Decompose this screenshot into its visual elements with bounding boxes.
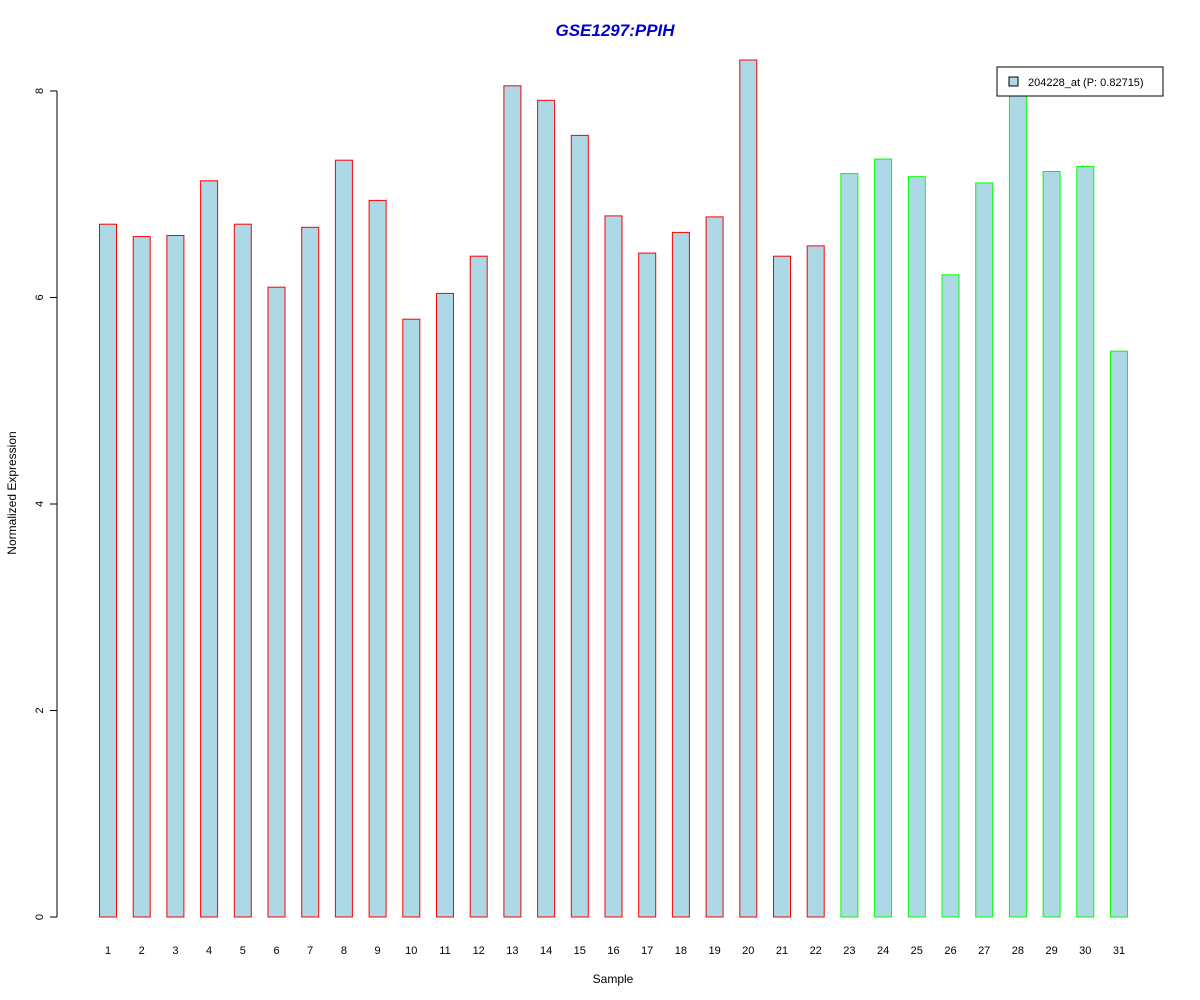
bar-sample-23 xyxy=(840,173,859,918)
bar-sample-1 xyxy=(99,223,117,918)
x-tick-label: 22 xyxy=(810,945,822,957)
x-axis-label: Sample xyxy=(593,972,634,986)
x-tick-label: 26 xyxy=(944,945,956,957)
x-tick-label: 8 xyxy=(341,945,347,957)
x-tick-label: 19 xyxy=(708,945,720,957)
x-tick-label: 13 xyxy=(506,945,518,957)
x-tick-label: 9 xyxy=(375,945,381,957)
bar-sample-15 xyxy=(570,134,589,918)
legend-swatch xyxy=(1008,76,1019,87)
bar-sample-6 xyxy=(267,286,286,918)
x-tick-label: 14 xyxy=(540,945,552,957)
x-tick-label: 16 xyxy=(607,945,619,957)
legend: 204228_at (P: 0.82715) xyxy=(996,66,1164,97)
chart-title: GSE1297:PPIH xyxy=(555,21,675,40)
x-tick-label: 21 xyxy=(776,945,788,957)
bar-sample-18 xyxy=(671,231,690,918)
bar-sample-4 xyxy=(200,180,219,918)
x-tick-label: 10 xyxy=(405,945,417,957)
bar-sample-16 xyxy=(604,215,623,918)
y-tick-label: 4 xyxy=(34,501,46,507)
x-tick-label: 3 xyxy=(172,945,178,957)
y-axis: 0 2 4 6 8 xyxy=(34,88,58,920)
legend-box xyxy=(996,66,1164,97)
x-tick-label: 25 xyxy=(911,945,923,957)
y-tick-label: 2 xyxy=(34,707,46,713)
y-axis-label: Normalized Expression xyxy=(5,431,19,554)
x-tick-label: 12 xyxy=(473,945,485,957)
bar-sample-31 xyxy=(1110,350,1128,918)
bar-sample-22 xyxy=(806,245,825,918)
bar-sample-30 xyxy=(1076,165,1095,918)
x-tick-label: 17 xyxy=(641,945,653,957)
bar-sample-29 xyxy=(1042,171,1061,918)
y-tick-label: 6 xyxy=(34,294,46,300)
bar-sample-10 xyxy=(402,318,421,918)
bar-sample-3 xyxy=(166,235,185,918)
x-tick-label: 5 xyxy=(240,945,246,957)
x-tick-label: 31 xyxy=(1113,945,1125,957)
bars xyxy=(99,59,1128,918)
bar-sample-9 xyxy=(368,199,387,918)
bar-sample-8 xyxy=(334,159,353,918)
bar-sample-26 xyxy=(941,274,960,918)
x-tick-label: 2 xyxy=(139,945,145,957)
x-tick-label: 6 xyxy=(273,945,279,957)
bar-sample-7 xyxy=(301,226,320,918)
x-tick-label: 24 xyxy=(877,945,889,957)
x-tick-label: 18 xyxy=(675,945,687,957)
bar-sample-25 xyxy=(907,176,926,918)
bar-sample-20 xyxy=(739,59,758,918)
x-tick-labels: 1 2 3 4 5 6 7 8 9 10 11 12 13 14 15 16 17 18 19 20 21 22 23 24 2… xyxy=(105,945,1125,957)
x-tick-label: 30 xyxy=(1079,945,1091,957)
x-tick-label: 1 xyxy=(105,945,111,957)
bar-sample-27 xyxy=(975,182,994,918)
bar-sample-21 xyxy=(773,255,791,918)
bar-sample-5 xyxy=(233,223,252,918)
bar-sample-13 xyxy=(503,85,522,918)
bar-sample-14 xyxy=(537,99,556,918)
x-tick-label: 28 xyxy=(1012,945,1024,957)
bar-sample-24 xyxy=(874,158,893,918)
y-tick-label: 8 xyxy=(34,88,46,94)
bar-sample-28 xyxy=(1008,90,1027,918)
bar-sample-11 xyxy=(436,292,454,918)
bar-sample-2 xyxy=(132,236,151,918)
bar-sample-17 xyxy=(638,252,657,918)
x-tick-label: 23 xyxy=(843,945,855,957)
x-tick-label: 29 xyxy=(1045,945,1057,957)
x-tick-label: 4 xyxy=(206,945,212,957)
legend-label: 204228_at (P: 0.82715) xyxy=(1028,77,1144,89)
bar-sample-12 xyxy=(469,255,488,918)
x-tick-label: 7 xyxy=(307,945,313,957)
x-tick-label: 20 xyxy=(742,945,754,957)
x-tick-label: 15 xyxy=(574,945,586,957)
x-tick-label: 27 xyxy=(978,945,990,957)
y-tick-label: 0 xyxy=(34,914,46,920)
x-tick-label: 11 xyxy=(439,945,450,957)
bar-sample-19 xyxy=(705,216,724,918)
